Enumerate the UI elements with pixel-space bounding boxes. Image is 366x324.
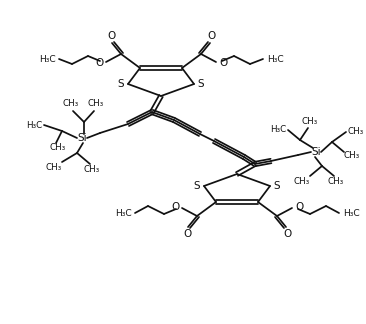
Text: CH₃: CH₃ [328,177,344,186]
Text: S: S [274,181,280,191]
Text: H₃C: H₃C [26,121,42,130]
Text: CH₃: CH₃ [302,117,318,125]
Text: O: O [295,202,303,212]
Text: CH₃: CH₃ [344,152,360,160]
Text: O: O [171,202,179,212]
Text: Si: Si [77,133,87,143]
Text: O: O [183,229,191,239]
Text: CH₃: CH₃ [84,165,100,173]
Text: CH₃: CH₃ [50,144,66,153]
Text: H₃C: H₃C [270,125,286,134]
Text: S: S [198,79,204,89]
Text: H₃C: H₃C [115,209,131,217]
Text: CH₃: CH₃ [63,99,79,109]
Text: O: O [107,31,115,41]
Text: H₃C: H₃C [39,54,55,64]
Text: CH₃: CH₃ [348,128,364,136]
Text: Si: Si [311,147,321,157]
Text: CH₃: CH₃ [46,163,62,171]
Text: CH₃: CH₃ [294,177,310,186]
Text: H₃C: H₃C [343,209,359,217]
Text: H₃C: H₃C [267,54,283,64]
Text: S: S [194,181,200,191]
Text: O: O [95,58,103,68]
Text: CH₃: CH₃ [88,99,104,109]
Text: S: S [118,79,124,89]
Text: O: O [219,58,227,68]
Text: O: O [207,31,215,41]
Text: O: O [283,229,291,239]
